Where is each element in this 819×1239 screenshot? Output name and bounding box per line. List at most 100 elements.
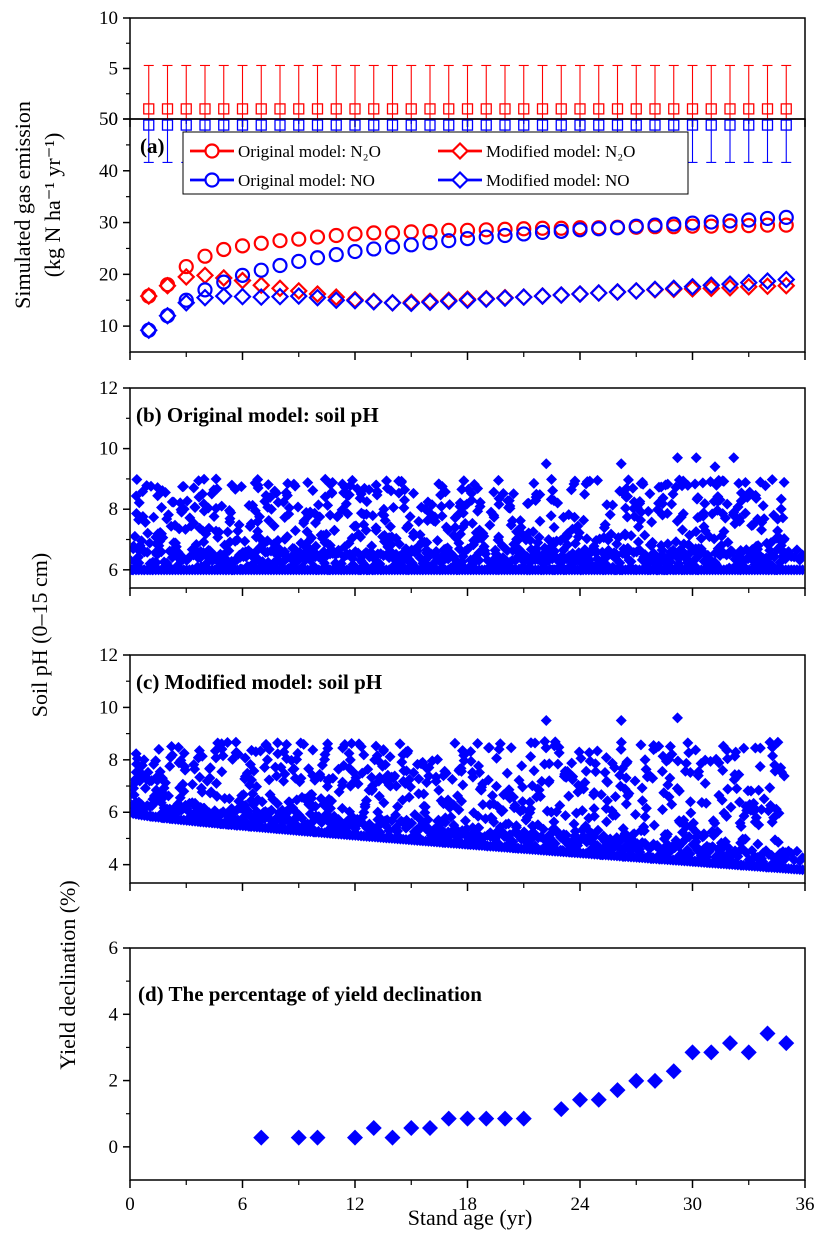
ph-point [756,524,767,536]
ph-point [302,477,314,489]
ph-point [634,497,646,509]
ph-point [716,530,728,542]
ph-point [615,780,627,792]
ph-point [283,502,295,514]
data-point [289,281,308,300]
mean-marker [630,103,642,115]
ph-point [283,796,295,808]
ph-point [635,506,647,518]
ph-point [528,765,540,777]
ph-point [165,520,177,532]
ph-point [607,499,619,511]
data-point [666,216,682,232]
mean-marker [461,119,474,131]
ph-point [193,475,205,487]
ph-point [430,771,442,783]
data-point [740,1044,757,1061]
legend-entry: Original model: NO [238,171,375,190]
data-point [253,262,269,278]
ph-point [543,775,555,787]
ph-point [402,520,414,532]
ph-baseline-point [130,797,142,809]
data-point [384,239,401,255]
ph-point [231,534,243,546]
ph-point [440,521,452,533]
ph-point [753,784,765,796]
ph-point [601,816,613,828]
ph-point [713,757,725,769]
ph-point [346,738,358,750]
ph-point [747,804,759,816]
ph-point [721,810,733,822]
data-point [683,279,702,298]
ph-point [358,519,370,531]
ph-point [135,535,147,547]
data-point [684,1044,701,1061]
ph-point [272,737,284,749]
ph-point [281,739,293,751]
ph-point [527,526,539,538]
data-point [777,270,796,289]
ph-point [666,798,678,810]
ph-point [533,531,545,543]
data-point [758,277,777,296]
ph-baseline-point [386,815,398,827]
ph-point [579,488,591,500]
y-tick-label: 12 [99,645,118,666]
ph-baseline-point [687,555,699,567]
ph-point [569,475,581,487]
ph-point [423,770,435,782]
data-point [270,287,290,306]
ph-point [355,531,367,543]
data-point [495,289,515,308]
ph-point [453,765,465,777]
ph-point [210,777,222,789]
ph-point [472,810,484,822]
ph-point [152,528,164,540]
ph-point [289,525,301,537]
axis-titles: Stand age (yr) Simulated gas emission (k… [10,101,532,1230]
ph-point [397,749,409,761]
data-point [253,1129,270,1146]
data-point [497,227,513,244]
ph-point [657,804,668,816]
ph-point [436,510,448,522]
ph-point [366,540,378,552]
ph-point [130,748,142,760]
ph-point [186,778,198,790]
ph-point [468,478,480,490]
ph-point [237,789,249,801]
data-point [722,218,738,234]
ph-point [772,836,784,848]
ph-point [621,511,633,523]
ph-point [130,530,141,542]
ph-point [530,491,542,503]
ph-point [621,490,633,502]
ph-point [379,529,391,541]
ph-peak-point [615,458,627,470]
ph-point [379,759,391,771]
ph-point [524,807,536,819]
ph-point [627,482,639,494]
mean-marker [480,103,492,115]
ph-point [568,818,580,830]
ph-point [303,763,315,775]
ph-point [289,480,301,492]
ph-point [459,815,471,827]
x-tick-label: 6 [238,1194,248,1215]
mean-marker [499,103,511,115]
ph-point [529,737,541,749]
ph-point [559,532,571,544]
ph-point [525,751,537,763]
ph-point [142,766,154,778]
ph-point [474,767,486,779]
data-point [703,1044,720,1061]
data-point [252,276,271,295]
ph-point [148,511,160,523]
ph-point [130,789,140,801]
ph-point [552,758,564,770]
ph-points [130,712,805,876]
ph-point [548,521,560,533]
ph-point [581,533,593,545]
ph-point [307,744,319,756]
